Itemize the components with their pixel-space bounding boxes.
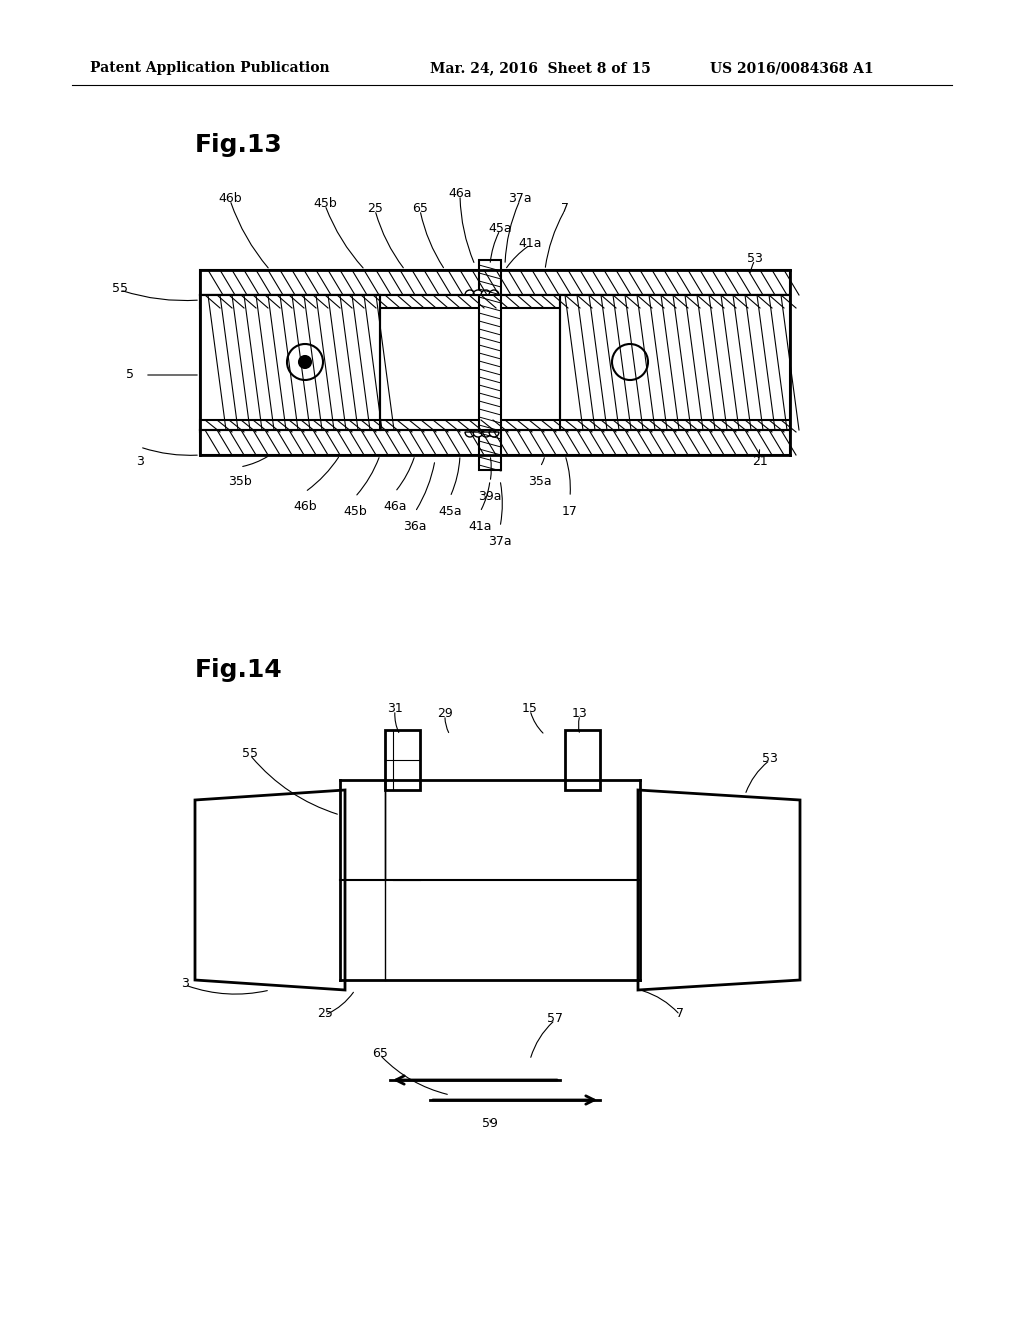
Circle shape — [299, 356, 311, 368]
Text: 53: 53 — [748, 252, 763, 265]
Wedge shape — [465, 432, 475, 437]
Text: 7: 7 — [676, 1007, 684, 1020]
Text: US 2016/0084368 A1: US 2016/0084368 A1 — [710, 61, 873, 75]
Bar — [479, 260, 501, 470]
Wedge shape — [465, 290, 475, 294]
Text: Fig.13: Fig.13 — [195, 133, 283, 157]
Text: 3: 3 — [181, 977, 189, 990]
Text: 65: 65 — [372, 1047, 388, 1060]
Bar — [385, 730, 420, 789]
Text: 31: 31 — [387, 702, 402, 715]
Wedge shape — [489, 290, 499, 294]
Text: 46b: 46b — [218, 191, 242, 205]
Bar — [200, 420, 790, 432]
Text: 21: 21 — [752, 455, 768, 469]
Text: 45a: 45a — [438, 506, 462, 517]
Text: 35b: 35b — [228, 475, 252, 488]
Text: 45b: 45b — [343, 506, 367, 517]
Bar — [200, 271, 790, 294]
Text: 3: 3 — [136, 455, 144, 469]
Text: 59: 59 — [482, 1117, 498, 1130]
Text: 36a: 36a — [403, 520, 427, 533]
Text: 53: 53 — [762, 752, 778, 766]
Text: 55: 55 — [242, 747, 258, 760]
Text: 65: 65 — [412, 202, 428, 215]
Text: 13: 13 — [572, 708, 588, 719]
Text: 37a: 37a — [508, 191, 531, 205]
Text: 46a: 46a — [449, 187, 472, 201]
Text: 5: 5 — [126, 368, 134, 381]
Text: 41a: 41a — [518, 238, 542, 249]
Text: 46a: 46a — [383, 500, 407, 513]
Bar — [200, 294, 790, 308]
Text: 17: 17 — [562, 506, 578, 517]
Text: Patent Application Publication: Patent Application Publication — [90, 61, 330, 75]
Wedge shape — [481, 432, 490, 437]
Text: 15: 15 — [522, 702, 538, 715]
Bar — [200, 294, 380, 430]
Text: 46b: 46b — [293, 500, 316, 513]
Text: 7: 7 — [561, 202, 569, 215]
Wedge shape — [473, 432, 483, 437]
Text: 25: 25 — [317, 1007, 333, 1020]
Text: 29: 29 — [437, 708, 453, 719]
Text: 55: 55 — [112, 282, 128, 294]
Text: 45b: 45b — [313, 197, 337, 210]
Wedge shape — [481, 290, 490, 294]
Text: 41a: 41a — [468, 520, 492, 533]
Text: 39a: 39a — [478, 490, 502, 503]
Text: 37a: 37a — [488, 535, 512, 548]
Text: 25: 25 — [367, 202, 383, 215]
Text: 35a: 35a — [528, 475, 552, 488]
Bar — [560, 294, 790, 430]
Wedge shape — [473, 290, 483, 294]
Wedge shape — [489, 432, 499, 437]
Text: 57: 57 — [547, 1012, 563, 1026]
Text: Fig.14: Fig.14 — [195, 657, 283, 682]
Text: 45a: 45a — [488, 222, 512, 235]
Bar — [200, 430, 790, 455]
Bar — [565, 730, 600, 789]
Text: Mar. 24, 2016  Sheet 8 of 15: Mar. 24, 2016 Sheet 8 of 15 — [430, 61, 650, 75]
